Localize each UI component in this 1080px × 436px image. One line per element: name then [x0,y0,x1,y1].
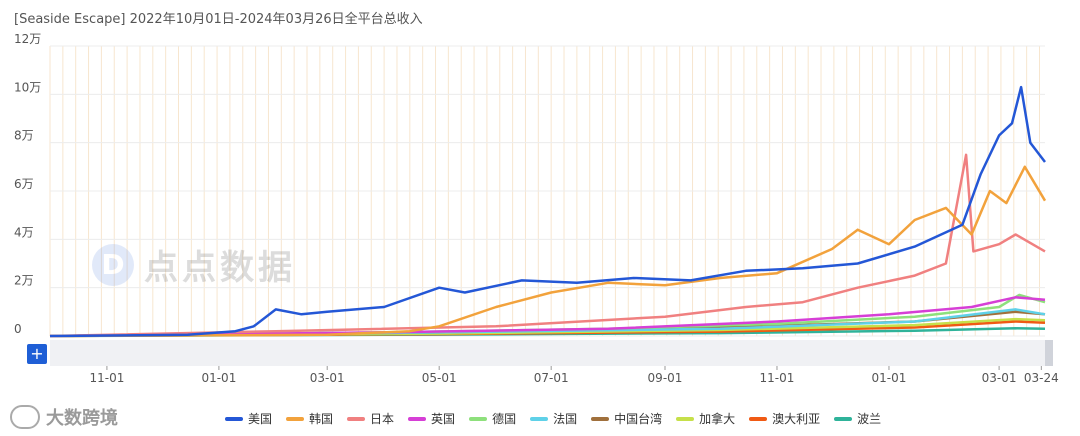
x-tick-label: 09-01 [648,371,683,385]
legend-item[interactable]: 日本 [347,410,394,427]
zoom-slider-track [50,340,1045,366]
x-tick-label: 03-01 [982,371,1017,385]
legend-label: 韩国 [309,412,334,426]
legend-item[interactable]: 加拿大 [676,410,735,427]
legend-item[interactable]: 美国 [225,410,272,427]
y-tick-label: 12万 [14,32,41,46]
x-tick-label: 03-24 [1024,371,1059,385]
y-tick-label: 4万 [14,225,34,239]
legend-swatch [591,416,610,421]
x-tick-label: 11-01 [760,371,795,385]
legend-label: 中国台湾 [614,412,663,426]
legend-item[interactable]: 波兰 [834,410,881,427]
legend-item[interactable]: 澳大利亚 [749,410,820,427]
legend-item[interactable]: 法国 [530,410,577,427]
legend-label: 德国 [492,412,517,426]
x-tick-label: 01-01 [872,371,907,385]
legend-label: 法国 [553,412,578,426]
y-tick-label: 8万 [14,129,34,143]
brand-name: 大数跨境 [46,408,118,429]
series-line [49,85,1046,338]
series-line [49,165,1047,338]
chart-legend: 美国 韩国 日本 英国 德国 法国 中国台湾 加拿大 澳大利亚 波兰 [225,410,881,427]
y-tick-label: 2万 [14,274,34,288]
chart-title: [Seaside Escape] 2022年10月01日-2024年03月26日… [14,12,423,27]
legend-swatch [225,416,243,421]
x-tick-label: 07-01 [534,371,569,385]
y-tick-label: 6万 [14,177,34,191]
brand: 大数跨境 [10,404,118,430]
legend-label: 波兰 [857,412,882,426]
y-tick-label: 10万 [14,80,41,94]
brand-logo-icon [10,405,40,429]
legend-swatch [347,416,366,421]
legend-label: 英国 [431,412,456,426]
legend-label: 澳大利亚 [772,412,821,426]
x-tick-label: 11-01 [89,371,124,385]
legend-swatch [530,416,549,421]
zoom-slider-handle [1045,340,1053,366]
legend-swatch [676,416,695,421]
legend-swatch [286,416,305,421]
legend-label: 美国 [248,412,273,426]
legend-label: 日本 [370,412,395,426]
legend-swatch [469,416,488,421]
y-tick-label: 0 [14,322,22,336]
legend-item[interactable]: 韩国 [286,410,333,427]
revenue-line-chart: 0 2万 4万 6万 8万 10万 12万 11-01 01-01 03-01 05-01 07-01… [14,32,1059,385]
series-line [49,296,1046,338]
expand-button[interactable]: + [27,344,47,364]
legend-swatch [749,416,768,421]
x-tick-label: 03-01 [310,371,345,385]
x-tick-label: 05-01 [422,371,457,385]
legend-swatch [408,416,427,421]
legend-label: 加拿大 [699,412,736,426]
legend-swatch [834,416,853,421]
legend-item[interactable]: 英国 [408,410,455,427]
series-line [49,153,1046,338]
legend-item[interactable]: 德国 [469,410,516,427]
legend-item[interactable]: 中国台湾 [591,410,662,427]
x-tick-label: 01-01 [201,371,236,385]
